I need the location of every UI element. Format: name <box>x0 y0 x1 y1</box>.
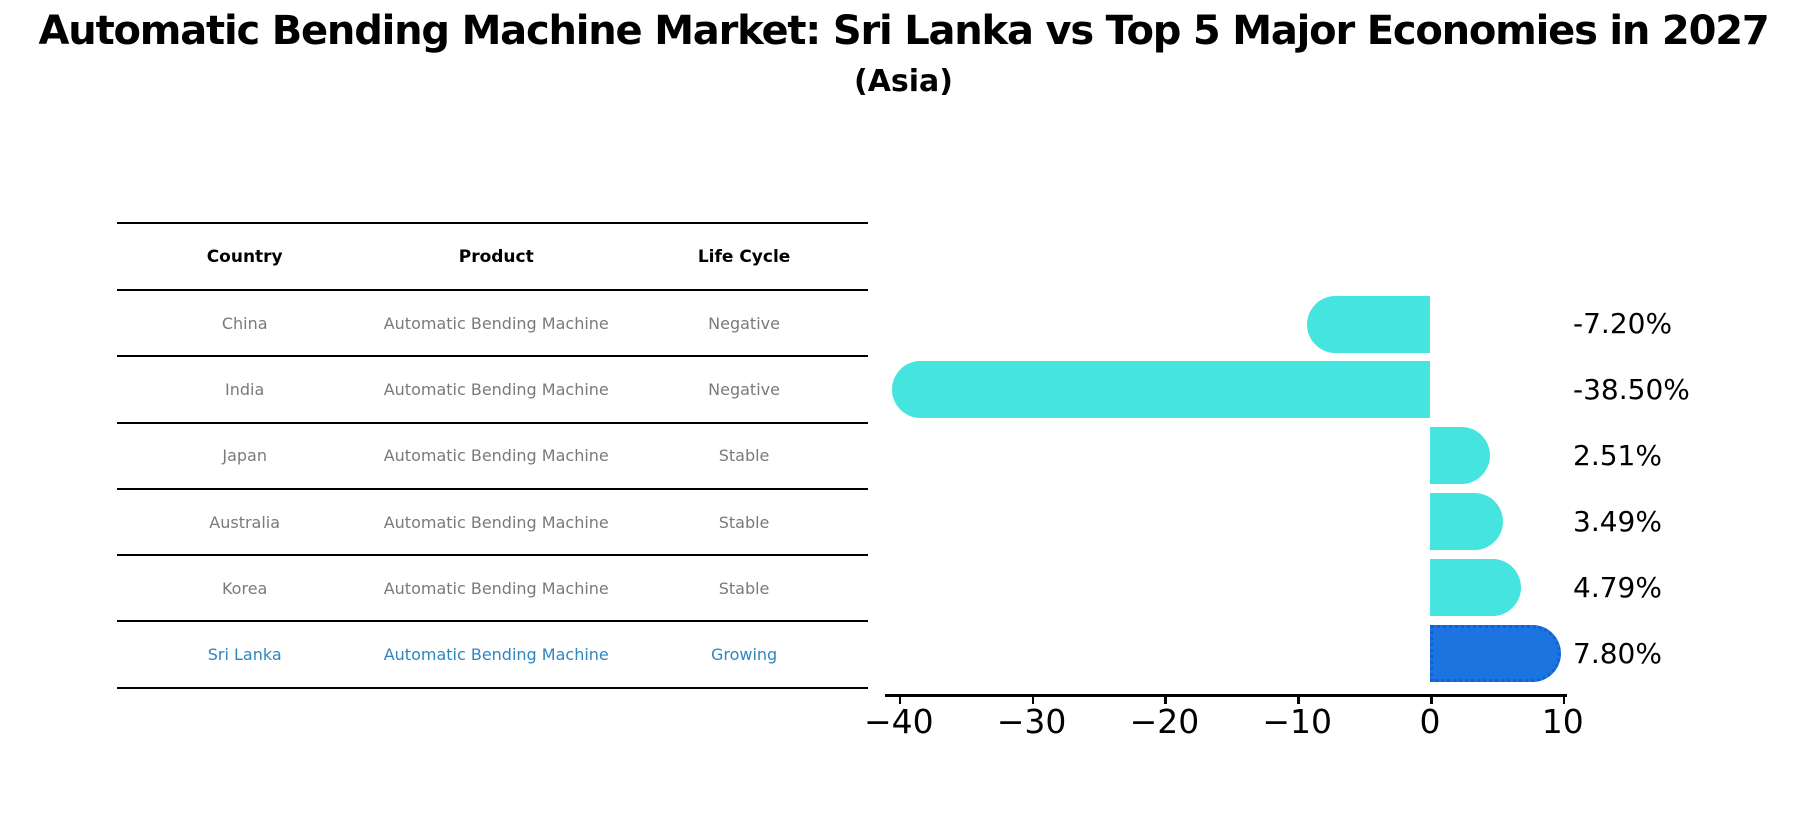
bar-value-label: 3.49% <box>1573 504 1662 538</box>
product-cell: Automatic Bending Machine <box>383 645 609 665</box>
x-axis-tick-label: −20 <box>1129 702 1200 741</box>
life-cycle-cell: Stable <box>718 512 770 532</box>
product-cell: Automatic Bending Machine <box>383 379 609 399</box>
column-header-country: Country <box>206 246 283 267</box>
country-table: Country Product Life Cycle China Automat… <box>117 222 868 689</box>
table-row: Japan Automatic Bending Machine Stable <box>117 424 868 490</box>
country-cell: India <box>225 379 265 399</box>
x-axis-tick <box>1164 694 1167 704</box>
table-row: China Automatic Bending Machine Negative <box>117 291 868 358</box>
chart-title: Automatic Bending Machine Market: Sri La… <box>38 8 1770 54</box>
x-axis-tick-label: 10 <box>1541 702 1584 741</box>
x-axis-tick <box>898 694 902 704</box>
country-cell: Australia <box>209 512 281 532</box>
table-row: Korea Automatic Bending Machine Stable <box>117 556 868 623</box>
country-cell: China <box>221 313 268 333</box>
country-cell: Korea <box>221 578 268 598</box>
life-cycle-cell: Growing <box>710 645 778 665</box>
bar-value-label: 7.80% <box>1573 636 1662 670</box>
table-body: China Automatic Bending Machine Negative… <box>117 291 868 689</box>
chart-subtitle: (Asia) <box>853 64 954 99</box>
table-header-row: Country Product Life Cycle <box>117 224 868 291</box>
x-axis-tick <box>1430 694 1433 704</box>
product-cell: Automatic Bending Machine <box>383 512 609 532</box>
bar-value-label: -38.50% <box>1573 372 1690 406</box>
column-header-life-cycle: Life Cycle <box>697 246 791 267</box>
x-axis-tick <box>1562 694 1566 704</box>
x-axis-tick-label: −30 <box>996 702 1067 741</box>
table-row: Australia Automatic Bending Machine Stab… <box>117 490 868 557</box>
x-axis-line <box>885 694 1567 697</box>
product-cell: Automatic Bending Machine <box>383 313 609 333</box>
table-row: Sri Lanka Automatic Bending Machine Grow… <box>117 622 868 689</box>
bar-value-label: -7.20% <box>1573 307 1673 340</box>
column-header-product: Product <box>458 246 534 267</box>
table-row: India Automatic Bending Machine Negative <box>117 357 868 424</box>
bar-india <box>891 361 1430 419</box>
bar-value-label: 2.51% <box>1573 438 1662 472</box>
bar-japan <box>1430 427 1491 485</box>
bar-sri-lanka <box>1430 625 1561 682</box>
bar-korea <box>1430 559 1521 617</box>
country-cell: Japan <box>222 446 267 466</box>
x-axis-tick-label: −10 <box>1262 702 1333 741</box>
x-axis-tick-label: −40 <box>863 702 934 741</box>
life-cycle-cell: Negative <box>708 379 780 399</box>
product-cell: Automatic Bending Machine <box>383 446 609 466</box>
bar-australia <box>1430 493 1504 551</box>
country-cell: Sri Lanka <box>207 645 282 665</box>
x-axis-tick-label: 0 <box>1419 702 1441 741</box>
bar-china <box>1307 295 1430 353</box>
life-cycle-cell: Stable <box>718 446 770 466</box>
bar-value-label: 4.79% <box>1573 570 1662 604</box>
life-cycle-cell: Negative <box>708 313 780 333</box>
x-axis-tick <box>1031 694 1035 704</box>
life-cycle-cell: Stable <box>718 578 770 598</box>
product-cell: Automatic Bending Machine <box>383 578 609 598</box>
x-axis-tick <box>1297 694 1300 704</box>
